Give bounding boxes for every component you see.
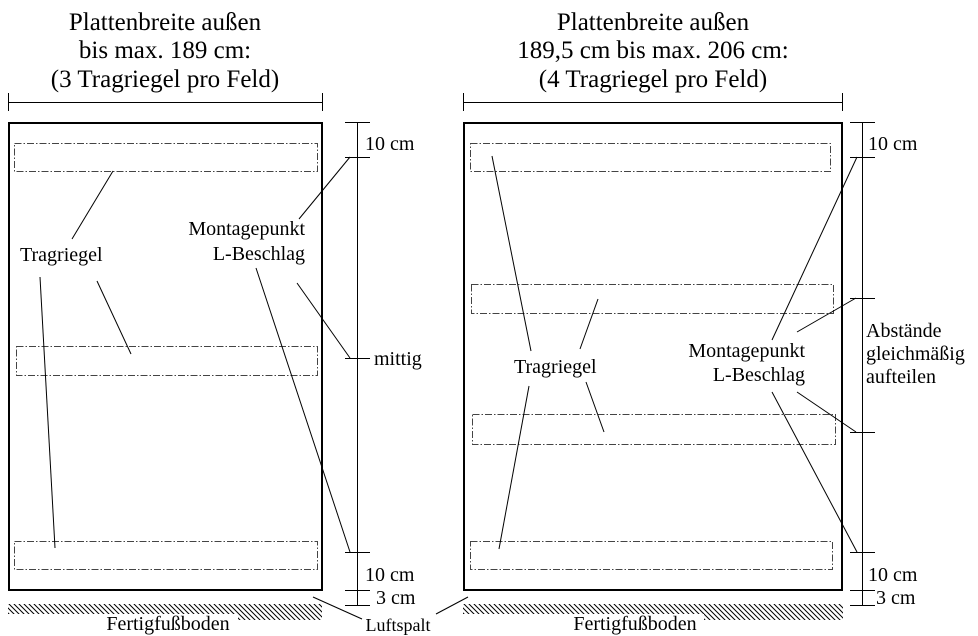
right-floor-hatch-extension [704,614,843,620]
right-mount-leader-bottom [772,392,857,552]
left-beam-3 [15,542,318,570]
right-width-dimension [463,93,843,111]
right-mount-label-line-2: L-Beschlag [713,364,805,386]
right-beam-3 [473,415,836,445]
right-variant: Plattenbreite außen 189,5 cm bis max. 20… [463,9,965,635]
left-width-dimension [8,93,323,111]
left-title-line-1: Plattenbreite außen [69,9,262,36]
right-beam-leader-2 [580,299,598,349]
right-title-line-1: Plattenbreite außen [557,9,750,36]
left-floor-hatch-extension [238,614,322,620]
right-beam-leader-4 [499,386,529,549]
left-title-line-3: (3 Tragriegel pro Feld) [51,66,279,93]
left-mount-leader-bottom [256,268,350,552]
left-height-dimension [345,122,370,606]
left-beam-1 [15,144,318,172]
right-mount-leader-top [772,157,857,340]
left-beam-label: Tragriegel [20,244,103,266]
left-beam-2 [17,347,318,376]
right-dimension-bottom: 10 cm [868,564,918,586]
left-variant: Plattenbreite außen bis max. 189 cm: (3 … [8,9,422,635]
right-dimension-middle-line-2: gleichmäßig [866,343,965,365]
left-mount-leader-top [299,157,350,219]
right-mount-leader-upper [797,298,856,332]
left-dimension-middle: mittig [374,348,422,370]
left-dimension-bottom: 10 cm [365,564,415,586]
right-beam-leader-3 [586,382,604,432]
left-mount-label-line-1: Montagepunkt [188,218,305,240]
right-dimension-middle-line-1: Abstände [866,320,942,342]
left-beam-leader-2 [97,281,131,354]
right-title-line-2: 189,5 cm bis max. 206 cm: [517,37,789,64]
right-mount-label-line-1: Montagepunkt [688,340,805,362]
right-dimension-gap: 3 cm [876,587,916,609]
right-beam-4 [471,542,833,570]
right-beam-2 [472,285,834,314]
left-dimension-gap: 3 cm [376,587,416,609]
left-dimension-top: 10 cm [365,133,415,155]
air-gap-label: Luftspalt [366,615,431,635]
left-beam-leader-3 [40,277,55,548]
right-beam-leader-1 [492,156,531,351]
right-title-line-3: (4 Tragriegel pro Feld) [539,66,767,93]
left-floor-label: Fertigfußboden [106,613,229,635]
right-dimension-top: 10 cm [868,133,918,155]
right-mount-leader-lower [797,392,856,432]
left-panel-outline [9,123,322,590]
left-mount-label-line-2: L-Beschlag [213,243,305,265]
right-floor-label: Fertigfußboden [573,613,696,635]
right-beam-label: Tragriegel [514,356,597,378]
left-title-line-2: bis max. 189 cm: [79,37,251,64]
left-beam-leader-1 [72,171,113,239]
right-beam-1 [471,144,831,172]
right-dimension-middle-line-3: aufteilen [866,366,936,388]
